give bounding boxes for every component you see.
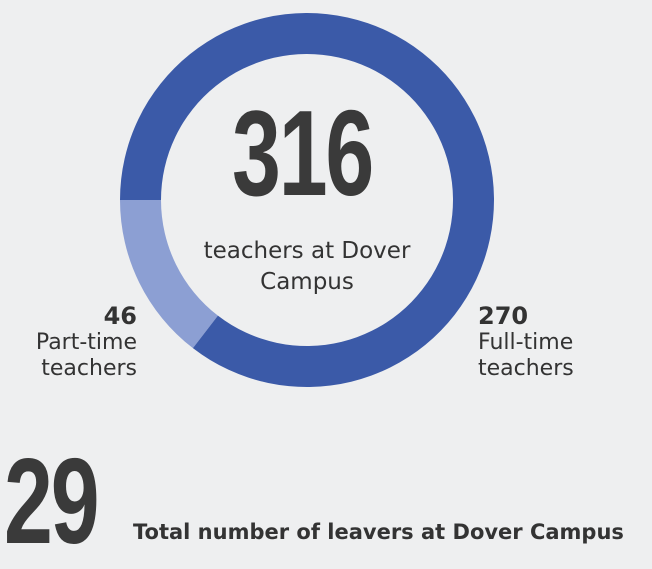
category-label: Part-time teachers xyxy=(35,330,137,381)
page: 316 teachers at Dover Campus 46 Part-tim… xyxy=(0,12,624,562)
leavers-value: 29 xyxy=(4,433,100,569)
leavers-label: Total number of leavers at Dover Campus xyxy=(133,520,624,544)
donut-chart xyxy=(120,12,494,387)
value-label: 270 xyxy=(478,302,529,330)
category-label: Full-time teachers xyxy=(478,330,574,381)
full-time-label: 270 Full-time teachers xyxy=(478,302,608,382)
center-value: 316 xyxy=(232,85,374,221)
center-label: teachers at Dover Campus xyxy=(203,238,411,295)
part-time-label: 46 Part-time teachers xyxy=(0,302,137,382)
donut-segment xyxy=(120,200,218,349)
value-label: 46 xyxy=(103,302,137,330)
